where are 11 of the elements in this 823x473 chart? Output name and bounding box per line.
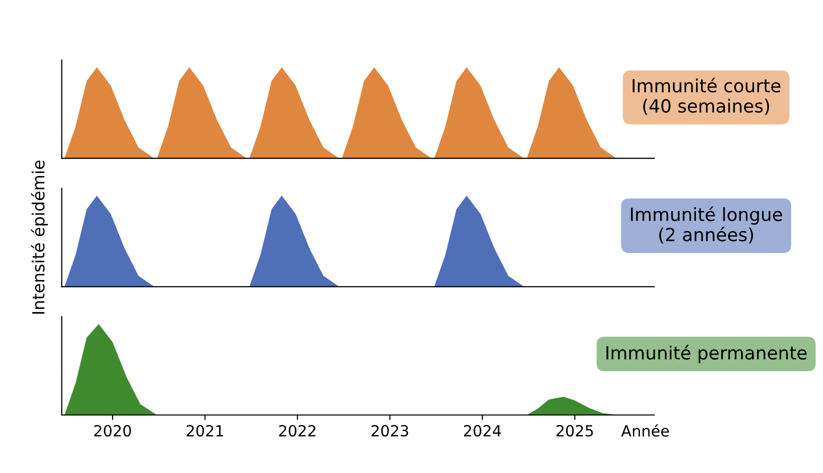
x-tick-label: 2022 xyxy=(279,424,316,437)
y-axis-title: Intensité épidémie xyxy=(31,160,48,314)
x-tick-label: 2021 xyxy=(186,424,224,437)
x-tick-label: 2025 xyxy=(556,424,593,437)
annotation: Immunité permanente xyxy=(606,344,807,364)
x-tick-label: 2020 xyxy=(94,424,131,437)
x-axis-title: Année xyxy=(621,424,669,437)
x-tick-label: 2023 xyxy=(372,424,408,437)
annotation: Immunité courte (40 semaines) xyxy=(632,78,780,115)
x-tick-label: 2024 xyxy=(464,424,501,437)
annotation: Immunité longue (2 années) xyxy=(630,206,782,244)
